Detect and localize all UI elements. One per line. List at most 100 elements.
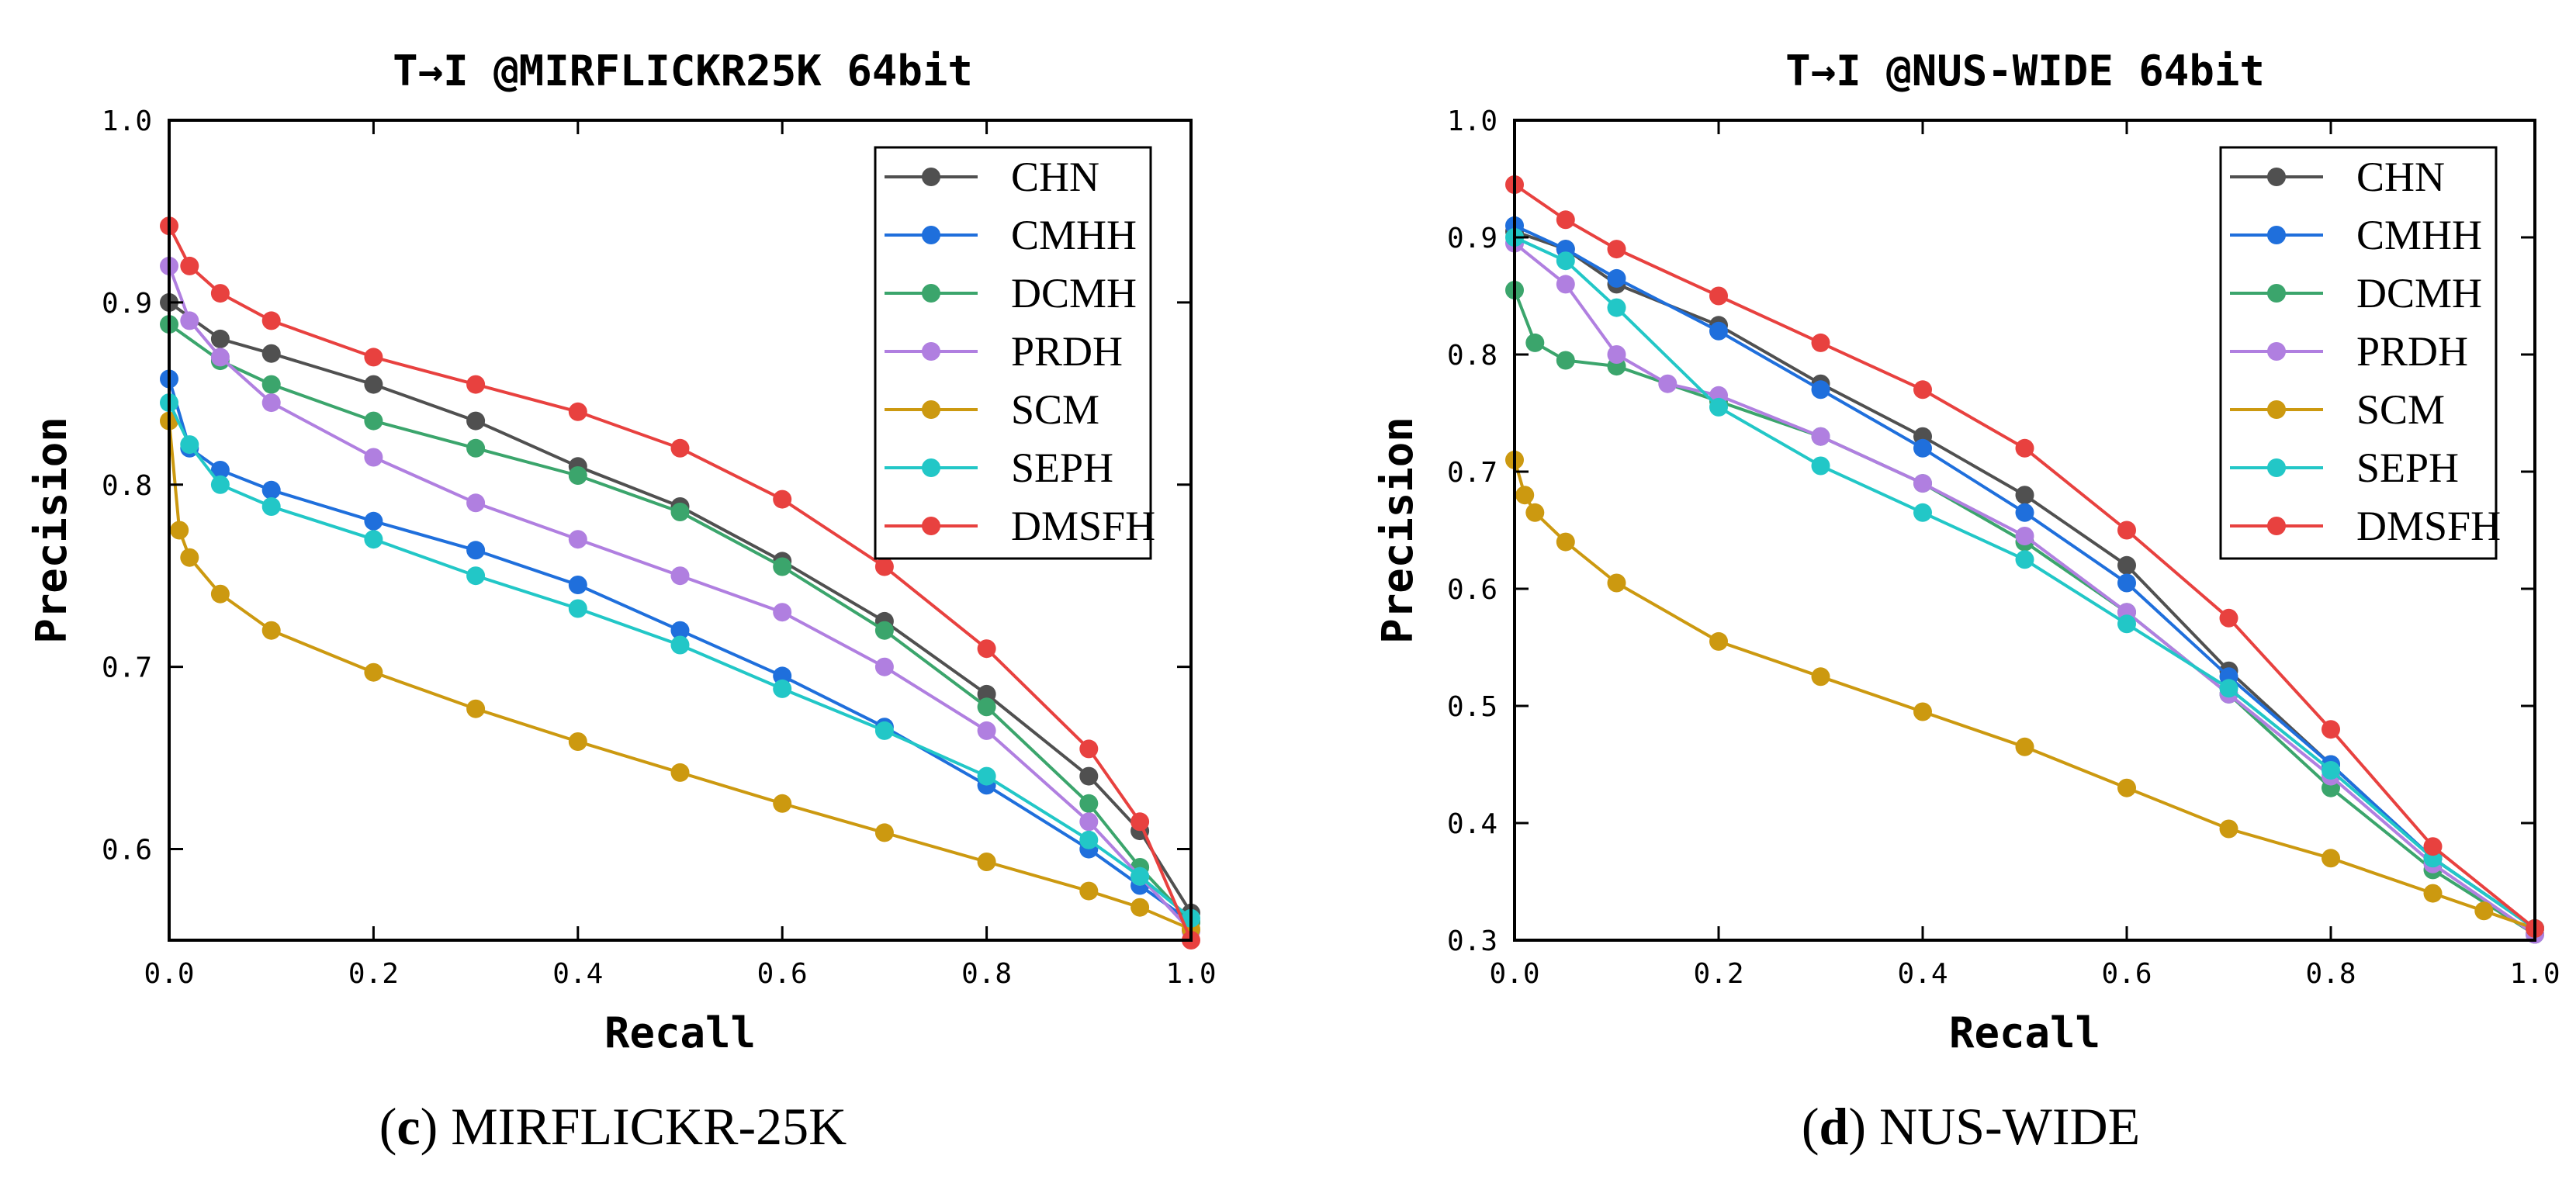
data-point-dmsfh xyxy=(1709,286,1728,306)
data-point-scm xyxy=(2015,737,2034,756)
data-point-seph xyxy=(2015,550,2034,569)
data-point-dmsfh xyxy=(261,311,281,330)
data-point-chn xyxy=(364,375,383,394)
legend-marker-seph xyxy=(2267,458,2286,477)
data-point-seph xyxy=(364,530,383,549)
data-point-cmhh xyxy=(1913,438,1932,458)
data-point-cmhh xyxy=(364,511,383,531)
data-point-dmsfh xyxy=(1130,812,1150,832)
legend-marker-scm xyxy=(922,400,940,419)
data-point-cmhh xyxy=(1709,321,1728,341)
y-tick-label: 1.0 xyxy=(102,106,152,137)
data-point-prdh xyxy=(1658,374,1678,393)
data-point-dcmh xyxy=(466,438,486,458)
legend: CHN CMHH DCMH PRDH SCM SEPH DMSFH xyxy=(874,146,1155,560)
data-point-dcmh xyxy=(874,621,894,640)
data-point-seph xyxy=(773,679,792,698)
data-point-dmsfh xyxy=(2219,608,2238,628)
data-point-scm xyxy=(1709,631,1728,651)
data-point-scm xyxy=(2474,901,2494,921)
x-tick-label: 0.4 xyxy=(1897,958,1948,990)
y-tick-label: 0.6 xyxy=(1447,574,1497,606)
data-point-cmhh xyxy=(2117,573,2136,593)
data-point-dcmh xyxy=(773,557,792,576)
x-axis-label: Recall xyxy=(1949,1008,2100,1057)
data-point-cmhh xyxy=(210,461,230,479)
data-point-scm xyxy=(261,621,281,640)
y-tick-label: 0.7 xyxy=(102,652,152,684)
plot-frame xyxy=(168,119,1193,942)
caption-c-letter: c xyxy=(396,1097,420,1156)
legend-label-cmhh: CMHH xyxy=(2356,212,2482,258)
data-point-dmsfh xyxy=(2015,438,2034,458)
y-tick-label: 0.7 xyxy=(1447,457,1497,489)
legend-marker-seph xyxy=(922,458,940,477)
data-point-prdh xyxy=(1079,812,1099,832)
data-point-prdh xyxy=(261,393,281,413)
data-point-seph xyxy=(261,497,281,516)
data-point-dmsfh xyxy=(568,402,587,421)
series-line-prdh xyxy=(168,265,1193,932)
data-point-seph xyxy=(670,635,690,655)
data-point-scm xyxy=(1607,573,1626,593)
caption-c: (c) MIRFLICKR-25K xyxy=(379,1097,847,1156)
data-point-seph xyxy=(210,475,230,494)
legend-marker-dmsfh xyxy=(922,517,940,535)
data-point-prdh xyxy=(1913,474,1932,493)
data-point-scm xyxy=(1811,667,1830,687)
x-tick-label: 0.0 xyxy=(144,958,194,990)
data-point-prdh xyxy=(1607,345,1626,364)
x-axis-label: Recall xyxy=(604,1008,756,1057)
data-point-scm xyxy=(1079,881,1099,901)
data-point-prdh xyxy=(466,493,486,513)
data-point-prdh xyxy=(670,566,690,586)
data-point-dmsfh xyxy=(773,489,792,509)
data-point-dcmh xyxy=(670,503,690,521)
data-point-dmsfh xyxy=(1607,240,1626,259)
data-point-dcmh xyxy=(261,375,281,394)
legend-label-prdh: PRDH xyxy=(2356,328,2468,375)
y-axis-label: Precision xyxy=(1373,417,1422,644)
legend-marker-dcmh xyxy=(2267,284,2286,303)
chart-title: T→I @MIRFLICKR25K 64bit xyxy=(393,47,973,95)
series-line-seph xyxy=(1514,236,2536,930)
legend-label-dcmh: DCMH xyxy=(1011,270,1137,317)
y-tick-label: 0.8 xyxy=(1447,340,1497,372)
data-point-chn xyxy=(210,329,230,348)
data-point-dmsfh xyxy=(466,375,486,394)
data-point-seph xyxy=(1130,866,1150,886)
x-tick-label: 0.4 xyxy=(552,958,603,990)
data-point-dcmh xyxy=(568,466,587,485)
legend-label-scm: SCM xyxy=(2356,386,2445,433)
data-point-chn xyxy=(261,344,281,363)
chart-nus-wide: T→I @NUS-WIDE 64bit 0.0 0.2 0.4 0.6 0.8 1.0 0.3… xyxy=(1373,47,2560,1057)
legend-label-prdh: PRDH xyxy=(1011,328,1123,375)
data-point-prdh xyxy=(364,448,383,467)
data-point-cmhh xyxy=(670,621,690,640)
data-point-seph xyxy=(874,721,894,740)
legend-marker-prdh xyxy=(2267,342,2286,361)
data-point-prdh xyxy=(2015,527,2034,545)
legend-marker-chn xyxy=(922,168,940,186)
legend-marker-dcmh xyxy=(922,284,940,303)
y-tick-label: 0.5 xyxy=(1447,691,1497,723)
data-point-dcmh xyxy=(364,411,383,431)
data-point-scm xyxy=(170,521,189,540)
data-point-seph xyxy=(1556,251,1575,271)
data-point-seph xyxy=(2322,761,2340,780)
data-point-seph xyxy=(2117,614,2136,634)
data-point-prdh xyxy=(568,530,587,549)
legend-marker-dmsfh xyxy=(2267,517,2286,535)
data-point-seph xyxy=(1913,503,1932,522)
data-point-seph xyxy=(2219,679,2238,698)
data-point-scm xyxy=(2117,778,2136,797)
data-point-dcmh xyxy=(1079,794,1099,813)
data-point-cmhh xyxy=(1811,380,1830,400)
chart-title: T→I @NUS-WIDE 64bit xyxy=(1785,47,2265,95)
series-line-dmsfh xyxy=(168,225,1193,941)
data-point-prdh xyxy=(874,657,894,676)
legend-label-cmhh: CMHH xyxy=(1011,212,1137,258)
data-point-cmhh xyxy=(568,576,587,594)
data-point-dcmh xyxy=(1525,333,1545,352)
